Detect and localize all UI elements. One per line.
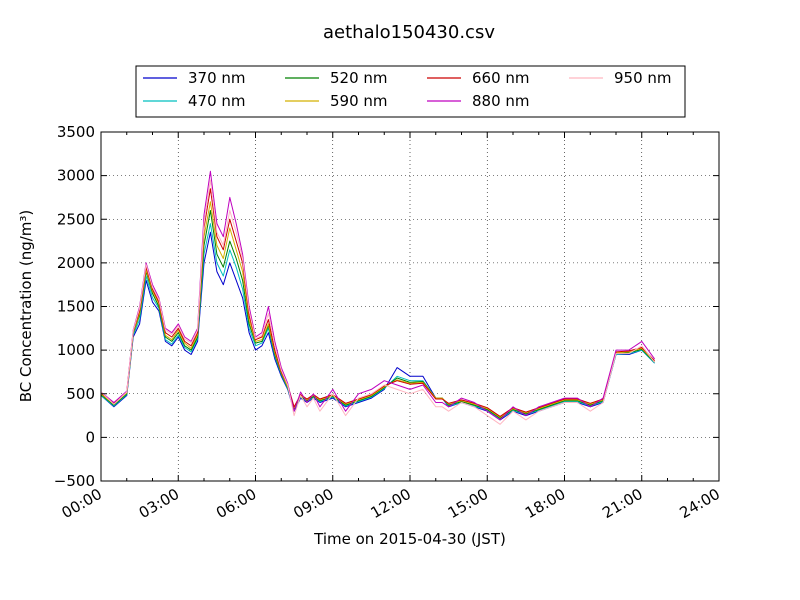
series-line-880-nm [100,170,656,421]
y-tick-label: 3000 [57,167,95,185]
x-tick-labels: 00:00 03:00 06:00 09:00 12:00 15:00 18:00 21:00… [59,485,723,522]
y-axis-label: BC Concentration (ng/m³) [17,210,35,403]
x-tick-label: 03:00 [136,485,182,522]
legend-label: 950 nm [614,69,672,87]
legend-label: 370 nm [188,69,246,87]
legend-label: 590 nm [330,92,388,110]
legend-box [135,65,686,118]
x-tick-label: 21:00 [599,485,645,522]
series-line-950-nm [100,179,655,425]
y-tick-label: 1000 [57,341,95,359]
legend-label: 660 nm [472,69,530,87]
y-tick-label: 0 [85,428,95,446]
y-tick-label: 2000 [57,254,95,272]
y-tick-labels: −500 0 500 1000 1500 2000 2500 3000 3500 [54,123,95,490]
x-axis-label: Time on 2015-04-30 (JST) [313,530,506,548]
y-tick-label: 1500 [57,298,95,316]
legend-label: 880 nm [472,92,530,110]
chart-title: aethalo150430.csv [323,22,495,43]
series-lines [100,170,656,425]
x-tick-label: 24:00 [677,485,723,522]
legend-label: 470 nm [188,92,246,110]
y-tick-label: 2500 [57,210,95,228]
x-tick-label: 15:00 [445,485,491,522]
x-tick-label: 12:00 [368,485,414,522]
x-tick-label: 06:00 [213,485,259,522]
y-tick-label: 3500 [57,123,95,141]
series-line-520-nm [100,210,655,419]
x-tick-label: 09:00 [290,485,336,522]
y-tick-label: −500 [54,472,95,490]
axis-ticks [100,131,720,482]
legend: 370 nm 470 nm 520 nm 590 nm 660 nm 880 nm 950 … [135,65,686,118]
legend-label: 520 nm [330,69,388,87]
x-tick-label: 18:00 [522,485,568,522]
y-tick-label: 500 [66,385,95,403]
x-tick-label: 00:00 [59,485,105,522]
